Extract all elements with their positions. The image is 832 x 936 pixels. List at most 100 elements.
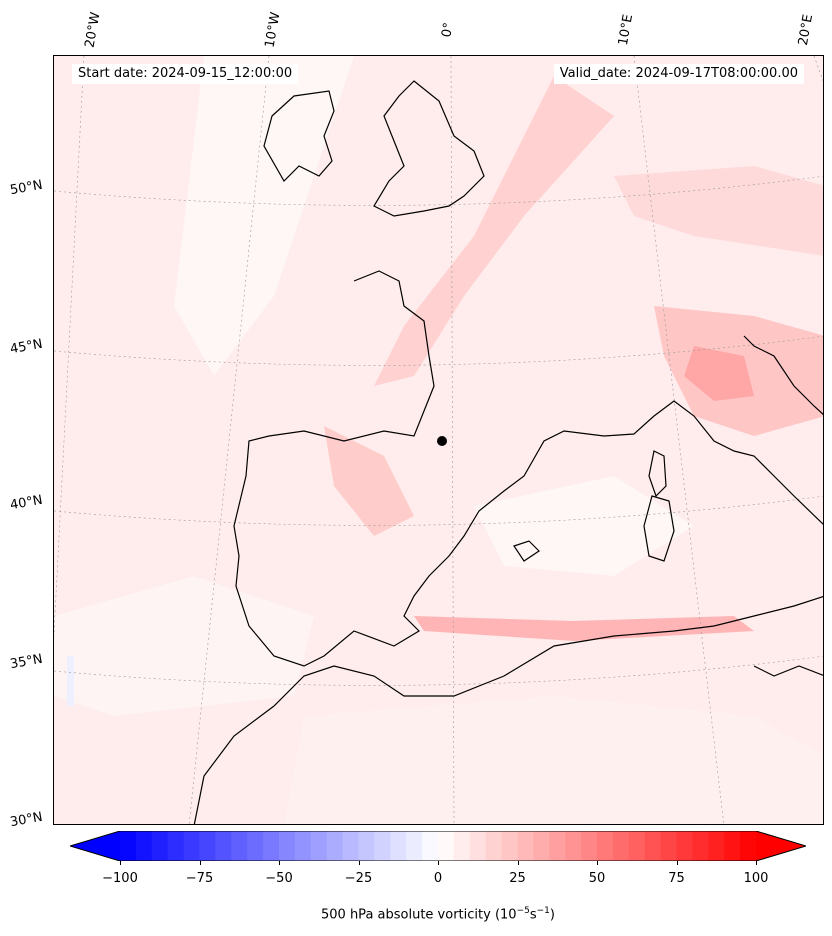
colorbar-segment xyxy=(342,831,360,861)
colorbar-tick-mark xyxy=(279,861,280,865)
colorbar-segment xyxy=(708,831,725,861)
colorbar-tick-label: 75 xyxy=(668,871,685,886)
vorticity-band xyxy=(374,76,614,386)
sardinia-coast xyxy=(643,495,675,562)
lat-label: 35°N xyxy=(8,651,44,673)
vorticity-low-patch xyxy=(284,696,823,824)
colorbar-segment xyxy=(724,831,741,861)
colorbar-segment xyxy=(581,831,598,861)
lat-label: 30°N xyxy=(8,809,44,831)
colorbar-segment xyxy=(517,831,534,861)
colorbar-tick-mark xyxy=(358,861,360,865)
colorbar-label-prefix: 500 hPa absolute vorticity (10 xyxy=(321,907,517,923)
lon-label: 20°W xyxy=(82,11,104,49)
colorbar-segment xyxy=(660,831,678,861)
north-africa-coast xyxy=(193,596,823,824)
vorticity-band xyxy=(614,166,823,256)
lon-label: 10°W xyxy=(262,11,284,49)
vorticity-low-patch xyxy=(174,56,354,376)
vorticity-maximum xyxy=(684,346,754,401)
colorbar-segment xyxy=(151,831,169,861)
colorbar-tick-mark xyxy=(756,861,757,865)
lat-label: 45°N xyxy=(8,336,44,358)
colorbar-label: 500 hPa absolute vorticity (10−5s−1) xyxy=(0,906,832,922)
coastlines xyxy=(193,80,823,824)
lat-label: 50°N xyxy=(8,177,44,199)
colorbar-segment xyxy=(469,831,487,861)
colorbar-label-exp: −1 xyxy=(536,906,550,916)
colorbar-tick-label: 100 xyxy=(743,871,769,886)
colorbar-label-exp: −5 xyxy=(516,906,530,916)
colorbar-segment xyxy=(310,831,328,861)
colorbar-segment xyxy=(120,831,137,861)
colorbar-segment xyxy=(533,831,550,861)
colorbar-segment xyxy=(231,831,248,861)
colorbar-tick-label: 0 xyxy=(433,871,443,886)
black-dot-marker xyxy=(437,436,447,446)
colorbar-segment xyxy=(358,831,375,861)
lon-label: 10°E xyxy=(615,13,637,47)
colorbar-segment xyxy=(501,831,519,861)
colorbar-segment xyxy=(438,831,455,861)
lat-label: 40°N xyxy=(8,492,44,514)
colorbar-tick-mark xyxy=(120,861,121,865)
colorbar xyxy=(70,831,806,861)
vorticity-band xyxy=(414,616,754,641)
colorbar-segment xyxy=(485,831,503,861)
lon-label: 20°E xyxy=(795,13,817,47)
balearic-coast xyxy=(513,540,540,562)
lon-label: 0° xyxy=(439,21,457,39)
colorbar-tick-mark xyxy=(676,861,678,865)
colorbar-label-suffix: ) xyxy=(549,907,555,923)
colorbar-tick-label: −25 xyxy=(344,871,373,886)
colorbar-extend-min xyxy=(70,831,120,861)
colorbar-segment xyxy=(374,831,391,861)
colorbar-segment xyxy=(549,831,566,861)
colorbar-segment xyxy=(644,831,662,861)
vorticity-band xyxy=(324,426,414,536)
colorbar-segment xyxy=(215,831,232,861)
colorbar-segment xyxy=(167,831,185,861)
colorbar-segment xyxy=(199,831,216,861)
adriatic-coast xyxy=(743,335,823,415)
colorbar-segment xyxy=(183,831,201,861)
colorbar-segment xyxy=(692,831,709,861)
colorbar-tick-mark xyxy=(199,861,201,865)
colorbar-segment xyxy=(612,831,630,861)
colorbar-tick-label: −100 xyxy=(102,871,138,886)
great-britain-coast xyxy=(373,80,485,217)
ireland-coast xyxy=(263,90,335,182)
colorbar-tick-mark xyxy=(438,861,439,865)
vorticity-low-patch xyxy=(474,476,694,576)
vorticity-low-patch xyxy=(54,576,314,716)
colorbar-segment xyxy=(135,831,153,861)
colorbar-segment xyxy=(326,831,344,861)
colorbar-segment xyxy=(247,831,264,861)
colorbar-tick-label: 25 xyxy=(509,871,526,886)
map-panel xyxy=(53,55,824,825)
colorbar-tick-mark xyxy=(597,861,598,865)
colorbar-segment xyxy=(263,831,280,861)
colorbar-segment xyxy=(294,831,312,861)
colorbar-segment xyxy=(676,831,693,861)
colorbar-segment xyxy=(565,831,582,861)
colorbar-tick-label: −50 xyxy=(265,871,293,886)
colorbar-tick-label: 50 xyxy=(588,871,606,886)
corsica-coast xyxy=(648,450,667,498)
colorbar-segment xyxy=(628,831,646,861)
colorbar-label-unit: s xyxy=(529,907,537,923)
valid-date-label: Valid_date: 2024-09-17T08:00:00.00 xyxy=(553,64,804,84)
colorbar-segment xyxy=(406,831,423,861)
colorbar-segment xyxy=(597,831,614,861)
colorbar-segment xyxy=(740,831,757,861)
western-europe-coast xyxy=(233,270,823,667)
colorbar-segment xyxy=(422,831,439,861)
tunisia-coast xyxy=(753,665,823,677)
vorticity-map xyxy=(54,56,823,824)
colorbar-segment xyxy=(390,831,407,861)
vorticity-negative-patch xyxy=(67,656,74,706)
start-date-label: Start date: 2024-09-15_12:00:00 xyxy=(72,64,299,84)
colorbar-segment xyxy=(279,831,296,861)
graticule xyxy=(54,56,823,824)
colorbar-tick-mark xyxy=(517,861,519,865)
